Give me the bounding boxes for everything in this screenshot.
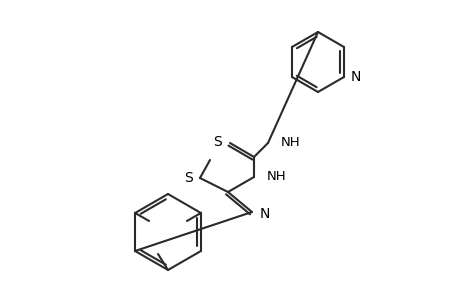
Text: NH: NH [266,170,286,184]
Text: N: N [259,207,270,221]
Text: S: S [213,135,222,149]
Text: N: N [350,70,361,84]
Text: NH: NH [280,136,300,148]
Text: S: S [184,171,193,185]
